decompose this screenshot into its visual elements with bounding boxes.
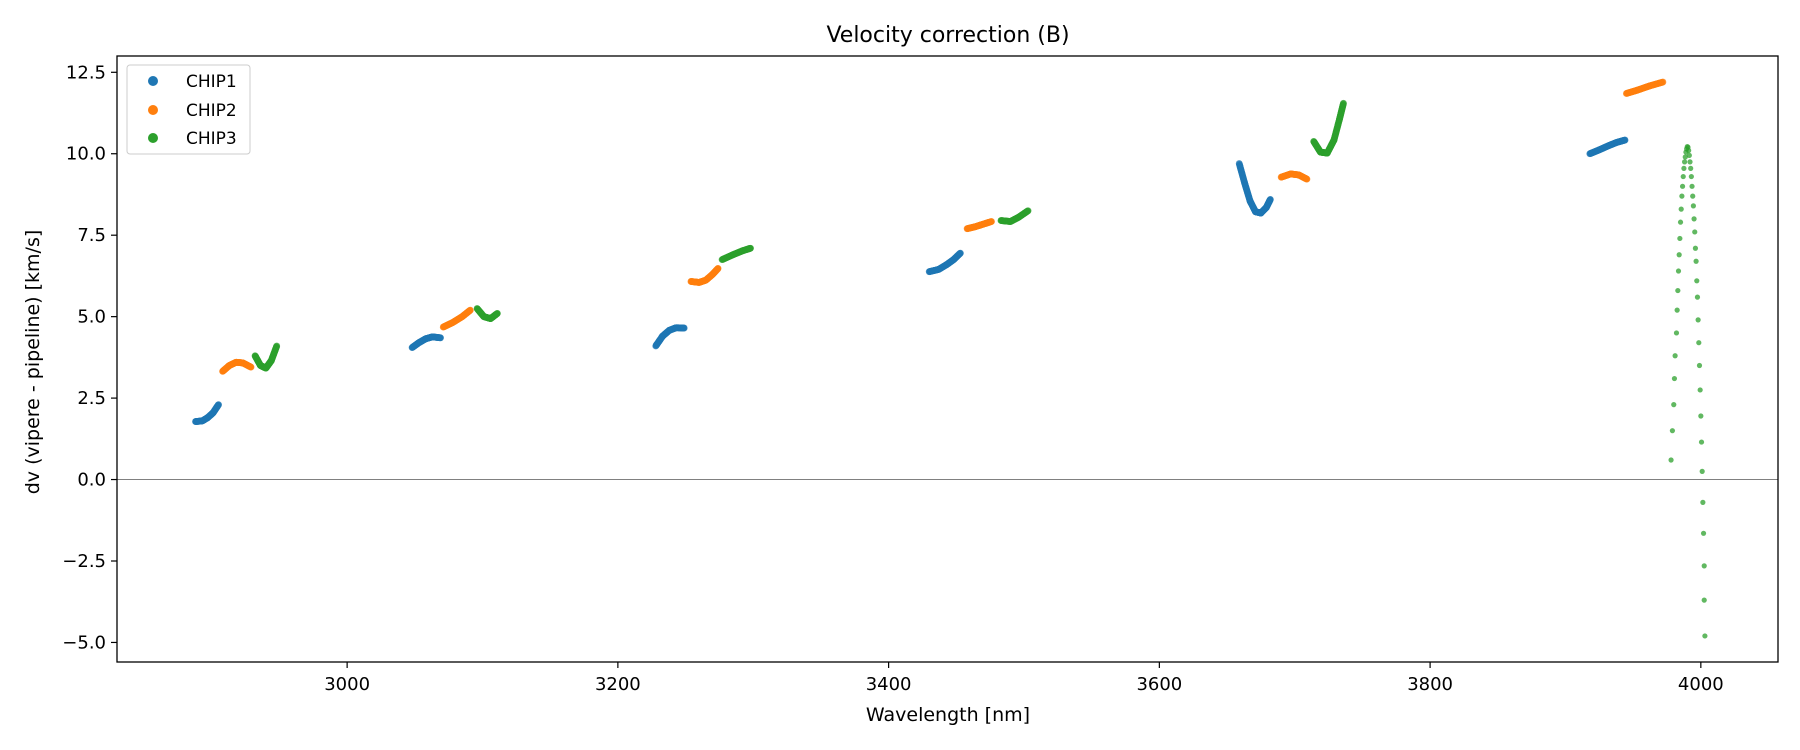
chip3-sparse-point <box>1700 499 1706 505</box>
chip3-sparse-point <box>1694 294 1701 300</box>
chip3-sparse-point <box>1698 413 1704 419</box>
x-tick-label: 4000 <box>1678 674 1724 695</box>
chip3-sparse-point <box>1671 375 1678 382</box>
chip1-point <box>215 401 222 409</box>
chip3-sparse-point <box>1671 402 1677 408</box>
legend-frame <box>126 64 251 155</box>
y-tick-label: 12.5 <box>66 62 106 83</box>
chip3-sparse-point <box>1692 229 1698 235</box>
chip3-sparse-point <box>1690 193 1696 199</box>
chip3-sparse-point <box>1688 165 1694 171</box>
plot-area: 3000 3200 3400 3600 3800 4000 −5.0 −2.5 0.0 2.5 5.… <box>62 55 1779 695</box>
chip3-sparse-point <box>1701 597 1707 603</box>
legend: CHIP1 CHIP2 CHIP3 <box>126 64 251 155</box>
chip3-sparse-point <box>1679 183 1686 189</box>
legend-marker-chip1 <box>148 76 158 86</box>
legend-marker-chip2 <box>148 105 158 115</box>
x-tick-label: 3000 <box>324 674 370 695</box>
chip3-sparse-point <box>1669 428 1676 434</box>
chip3-sparse-point <box>1678 206 1684 212</box>
chip2-point <box>1303 175 1311 183</box>
chip3-sparse-point <box>1677 219 1684 225</box>
chip3-sparse-point <box>1687 159 1693 165</box>
x-tick-label: 3200 <box>595 674 641 695</box>
chip3-sparse-point <box>1700 530 1707 536</box>
legend-label-chip3: CHIP3 <box>186 129 237 149</box>
chip1-point <box>1621 136 1629 144</box>
chip3-sparse-point <box>1672 353 1678 359</box>
y-tick-label: 7.5 <box>77 225 106 246</box>
chip3-point <box>1340 99 1347 107</box>
chip3-sparse-point <box>1676 252 1682 258</box>
chip3-sparse-point <box>1682 154 1688 160</box>
chip3-sparse-point <box>1686 147 1692 154</box>
chip3-sparse-point <box>1695 317 1701 323</box>
y-tick-label: −2.5 <box>62 551 106 572</box>
chip3-sparse-point <box>1677 235 1683 242</box>
legend-label-chip1: CHIP1 <box>186 72 237 92</box>
chip3-sparse-point <box>1668 457 1674 463</box>
x-tick-label: 3600 <box>1136 674 1182 695</box>
chip3-sparse-point <box>1693 258 1699 264</box>
chart-title: Velocity correction (B) <box>826 23 1069 48</box>
y-tick-label: 10.0 <box>66 144 106 165</box>
chip3-sparse-point <box>1694 278 1700 284</box>
legend-label-chip2: CHIP2 <box>186 101 237 121</box>
chip2-point <box>247 363 255 371</box>
chip3-sparse-point <box>1690 203 1696 209</box>
y-tick-label: 2.5 <box>77 388 106 409</box>
chip3-sparse-point <box>1674 307 1680 313</box>
chip3-sparse-point <box>1675 268 1682 274</box>
chip3-sparse-point <box>1696 362 1703 369</box>
chip3-sparse-point <box>1675 287 1681 294</box>
chip3-sparse-point <box>1696 340 1702 346</box>
chip3-sparse-point <box>1681 165 1687 171</box>
chip3-sparse-point <box>1697 387 1703 393</box>
chip2-point <box>988 218 995 225</box>
chip3-sparse-point <box>1692 245 1699 251</box>
chip2-point <box>466 306 474 314</box>
y-axis-label: dv (vipere - pipeline) [km/s] <box>22 230 44 495</box>
chip3-sparse-point <box>1688 173 1694 180</box>
chip2-point <box>1659 78 1667 86</box>
legend-marker-chip3 <box>148 133 158 143</box>
x-tick-label: 3800 <box>1407 674 1453 695</box>
plot-frame <box>116 55 1779 663</box>
y-tick-label: 0.0 <box>77 470 106 491</box>
chip1-point <box>680 324 688 332</box>
chip3-sparse-point <box>1699 468 1705 474</box>
y-tick-label: 5.0 <box>77 307 106 328</box>
chip3-sparse-point <box>1686 152 1692 158</box>
chip3-sparse-point <box>1681 159 1688 165</box>
chip3-sparse-point <box>1702 633 1708 639</box>
chip3-point <box>747 244 754 252</box>
x-axis-label: Wavelength [nm] <box>866 704 1030 726</box>
chip3-sparse-point <box>1689 183 1695 189</box>
chip3-sparse-point <box>1679 193 1685 199</box>
chip3-sparse-point <box>1691 216 1697 222</box>
x-tick-label: 3400 <box>866 674 912 695</box>
chip1-point <box>1266 195 1274 203</box>
chip3-point <box>493 309 501 317</box>
chip3-point <box>273 342 281 350</box>
chip1-point <box>956 249 964 257</box>
chip3-sparse-point <box>1673 330 1680 336</box>
chip2-point <box>714 265 722 272</box>
chip3-sparse-point <box>1680 173 1686 180</box>
chip3-sparse-point <box>1701 563 1707 569</box>
chip1-point <box>437 334 444 342</box>
chip3-sparse-point <box>1698 439 1705 445</box>
y-tick-label: −5.0 <box>62 632 106 653</box>
chip3-point <box>1024 207 1032 215</box>
